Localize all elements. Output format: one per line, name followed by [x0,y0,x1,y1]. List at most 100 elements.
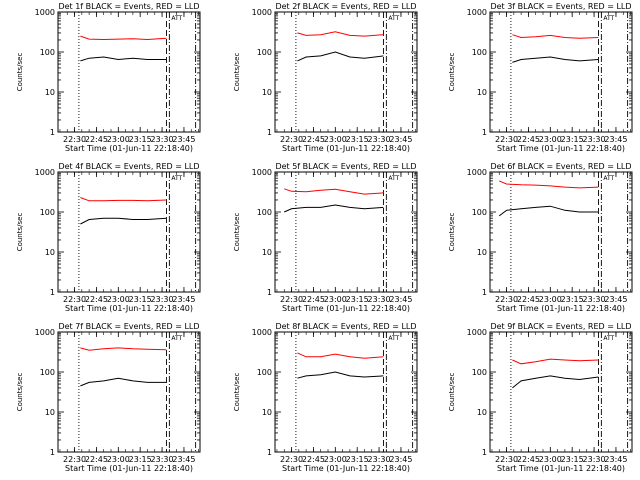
y-tick-label: 1000 [252,8,272,17]
x-tick-label: 22:45 [517,135,540,144]
x-tick-label: 23:45 [389,455,412,464]
x-axis-label: Start Time (01-Jun-11 22:18:40) [282,304,410,313]
y-tick-label: 1000 [467,328,487,337]
panel-title: Det 5f BLACK = Events, RED = LLD [275,162,416,171]
series-line-lld [512,358,599,365]
y-tick-label: 1 [50,448,55,457]
y-tick-label: 100 [257,48,272,57]
x-tick-label: 23:30 [151,295,174,304]
axes-frame [57,171,201,293]
y-tick-label: 10 [262,88,272,97]
att-marker: ATT [603,175,614,182]
att-marker: ATT [388,175,399,182]
y-tick-label: 100 [40,48,55,57]
y-axis-label: Counts/sec [16,53,24,92]
panel-det-2: Det 2f BLACK = Events, RED = LLD 1 10 100 10… [233,2,418,153]
y-axis-label: Counts/sec [16,213,24,252]
y-tick-label: 1 [482,288,487,297]
x-axis-label: Start Time (01-Jun-11 22:18:40) [497,144,625,153]
panel-title: Det 3f BLACK = Events, RED = LLD [490,2,631,11]
x-axis-label: Start Time (01-Jun-11 22:18:40) [65,144,193,153]
axes-frame [489,11,633,133]
series-line-lld [80,347,167,351]
x-axis-label: Start Time (01-Jun-11 22:18:40) [282,144,410,153]
y-tick-label: 10 [45,248,55,257]
series-line-lld [499,180,599,189]
x-tick-label: 23:30 [583,295,606,304]
y-tick-label: 1 [50,128,55,137]
x-tick-label: 22:45 [302,295,325,304]
y-tick-label: 100 [257,208,272,217]
x-tick-label: 22:30 [63,135,86,144]
x-tick-label: 23:45 [604,455,627,464]
axes-frame [57,331,201,453]
series-line-events [498,205,599,217]
x-tick-label: 23:45 [172,135,195,144]
y-tick-label: 1000 [35,8,55,17]
y-tick-label: 100 [257,368,272,377]
series-line-lld [297,352,384,359]
y-tick-label: 10 [477,88,487,97]
series-line-events [297,371,384,379]
panel-det-3: Det 3f BLACK = Events, RED = LLD 1 10 100 10… [448,2,633,153]
y-axis-label: Counts/sec [233,53,241,92]
x-tick-label: 22:45 [517,295,540,304]
series-line-events [297,51,384,62]
x-tick-label: 23:00 [539,135,562,144]
y-tick-label: 100 [472,208,487,217]
x-tick-label: 23:30 [583,135,606,144]
axes-frame [489,171,633,293]
y-tick-label: 100 [472,48,487,57]
x-tick-label: 23:15 [129,295,152,304]
series-line-lld [80,197,167,202]
y-axis-label: Counts/sec [16,373,24,412]
y-tick-label: 10 [477,408,487,417]
y-tick-label: 1000 [467,8,487,17]
y-tick-label: 1 [482,448,487,457]
att-marker: ATT [388,15,399,22]
x-tick-label: 23:00 [107,295,130,304]
panel-det-1: Det 1f BLACK = Events, RED = LLD 1 10 100 10… [16,2,201,153]
x-axis-label: Start Time (01-Jun-11 22:18:40) [282,464,410,473]
panel-det-7: Det 7f BLACK = Events, RED = LLD 1 10 100 10… [16,322,201,473]
y-tick-label: 1000 [35,168,55,177]
y-tick-label: 1000 [252,328,272,337]
y-tick-label: 10 [262,248,272,257]
x-tick-label: 22:30 [495,295,518,304]
axes-frame [274,331,418,453]
x-tick-label: 23:15 [346,455,369,464]
x-tick-label: 23:00 [539,295,562,304]
y-tick-label: 1 [267,448,272,457]
panel-title: Det 2f BLACK = Events, RED = LLD [275,2,416,11]
y-tick-label: 1000 [35,328,55,337]
y-tick-label: 10 [477,248,487,257]
y-tick-label: 10 [45,408,55,417]
x-axis-label: Start Time (01-Jun-11 22:18:40) [497,304,625,313]
x-tick-label: 23:30 [368,455,391,464]
series-line-lld [512,34,599,39]
x-tick-label: 23:00 [324,455,347,464]
axes-frame [274,171,418,293]
x-tick-label: 22:45 [517,455,540,464]
x-tick-label: 23:15 [346,295,369,304]
y-axis-label: Counts/sec [448,53,456,92]
x-tick-label: 23:45 [389,135,412,144]
x-tick-label: 23:45 [389,295,412,304]
x-axis-label: Start Time (01-Jun-11 22:18:40) [65,304,193,313]
x-tick-label: 23:15 [129,455,152,464]
x-tick-label: 23:00 [107,455,130,464]
x-tick-label: 22:45 [85,135,108,144]
series-line-lld [297,31,384,37]
series-line-events [283,204,384,213]
y-axis-label: Counts/sec [448,373,456,412]
x-tick-label: 23:15 [561,295,584,304]
x-tick-label: 23:30 [151,455,174,464]
panel-title: Det 9f BLACK = Events, RED = LLD [490,322,631,331]
x-tick-label: 22:30 [495,455,518,464]
x-tick-label: 23:30 [151,135,174,144]
series-line-events [80,377,167,387]
series-line-events [512,375,599,389]
x-tick-label: 22:30 [63,295,86,304]
att-marker: ATT [171,175,182,182]
